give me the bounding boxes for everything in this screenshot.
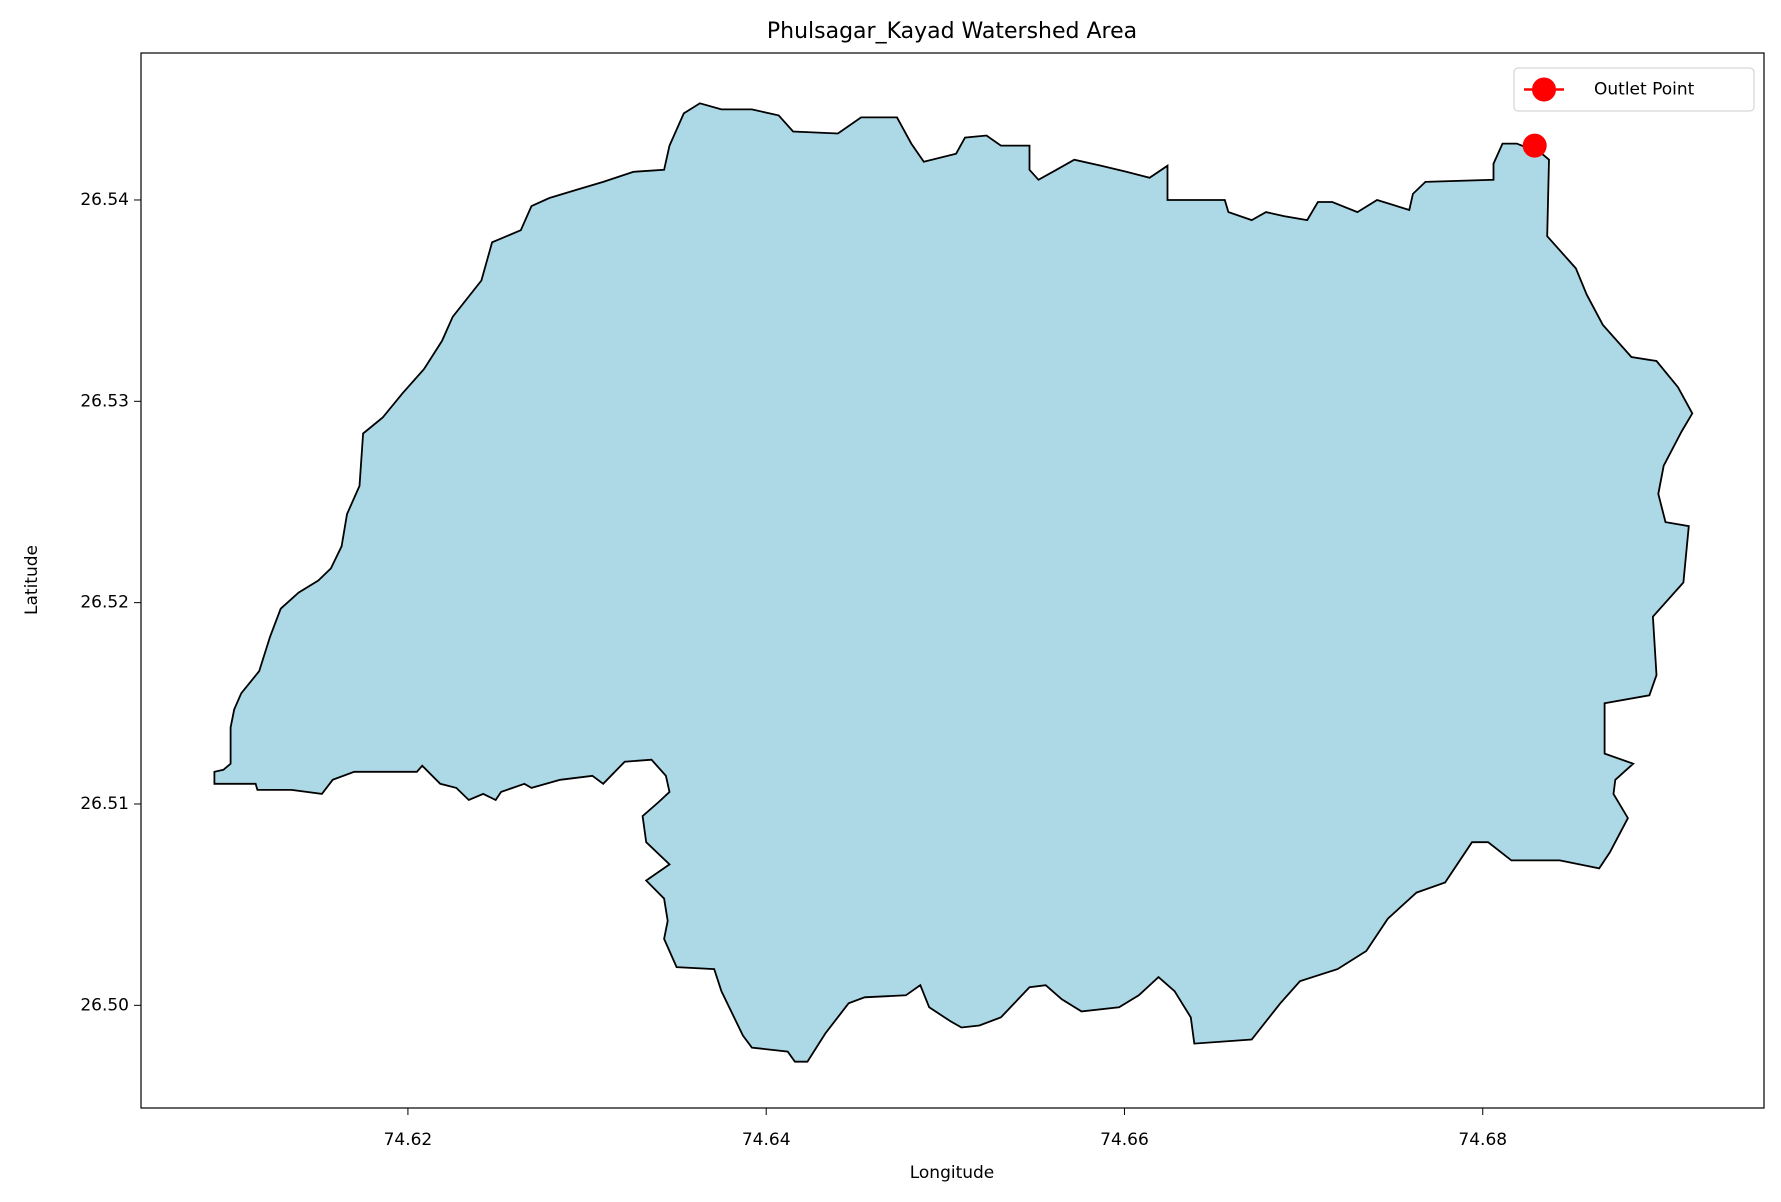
- y-tick-label: 26.50: [80, 995, 129, 1015]
- chart-title: Phulsagar_Kayad Watershed Area: [767, 19, 1137, 44]
- y-tick-label: 26.52: [80, 593, 129, 613]
- legend: Outlet Point: [1513, 67, 1755, 112]
- y-axis-label: Latitude: [22, 545, 42, 615]
- x-axis-label: Longitude: [910, 1163, 995, 1183]
- x-tick-label: 74.64: [742, 1130, 791, 1150]
- outlet-point: [1522, 133, 1547, 158]
- x-tick-label: 74.68: [1458, 1130, 1507, 1150]
- x-tick-label: 74.62: [384, 1130, 433, 1150]
- watershed-area: [213, 102, 1694, 1063]
- y-tick-label: 26.51: [80, 794, 129, 814]
- plot-frame: [140, 52, 1765, 1109]
- y-tick-label: 26.53: [80, 391, 129, 411]
- y-tick-label: 26.54: [80, 190, 129, 210]
- legend-label: Outlet Point: [1594, 80, 1695, 100]
- x-tick-label: 74.66: [1100, 1130, 1149, 1150]
- legend-marker: [1532, 77, 1556, 102]
- legend-box: [1513, 67, 1755, 112]
